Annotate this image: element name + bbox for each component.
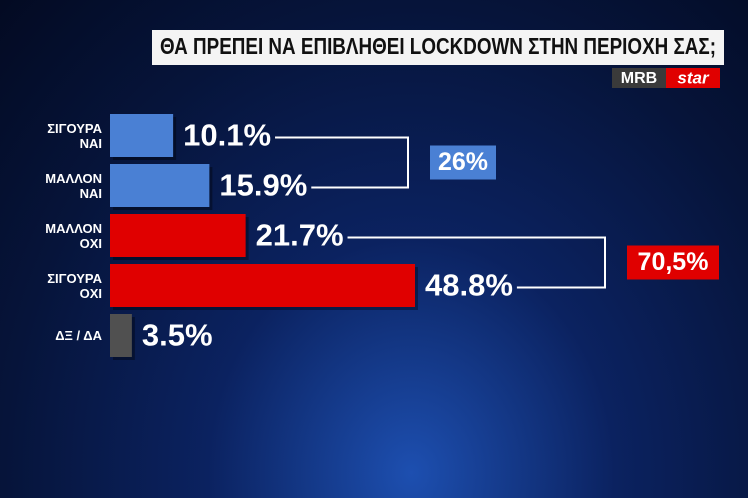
logo-text: MRB <box>621 70 657 87</box>
bar <box>110 164 210 207</box>
total-label: 70,5% <box>638 248 709 276</box>
category-label: ΜΑΛΛΟΝ ΝΑΙ <box>45 170 102 201</box>
bracket <box>347 236 606 289</box>
bracket <box>275 136 409 189</box>
bar <box>110 314 132 357</box>
bar <box>110 114 174 157</box>
title-box <box>152 30 724 65</box>
total-box <box>627 245 719 280</box>
logo-box <box>612 68 666 88</box>
category-label: ΔΞ / ΔΑ <box>55 327 102 343</box>
value-label: 21.7% <box>256 218 344 253</box>
total-label: 26% <box>438 148 488 176</box>
chart-title: ΘΑ ΠΡΕΠΕΙ ΝΑ ΕΠΙΒΛΗΘΕΙ LOCKDOWN ΣΤΗΝ ΠΕΡ… <box>160 33 716 59</box>
total-box <box>430 145 496 180</box>
category-label: ΜΑΛΛΟΝ ΟΧΙ <box>45 220 102 251</box>
bar <box>110 214 246 257</box>
logo-text: star <box>677 68 710 87</box>
category-label: ΣΙΓΟΥΡΑ ΝΑΙ <box>47 120 102 151</box>
logo-box <box>666 68 720 88</box>
value-label: 10.1% <box>183 118 271 153</box>
bar <box>110 264 415 307</box>
value-label: 3.5% <box>142 318 213 353</box>
category-label: ΣΙΓΟΥΡΑ ΟΧΙ <box>47 270 102 301</box>
value-label: 48.8% <box>425 268 513 303</box>
value-label: 15.9% <box>219 168 307 203</box>
